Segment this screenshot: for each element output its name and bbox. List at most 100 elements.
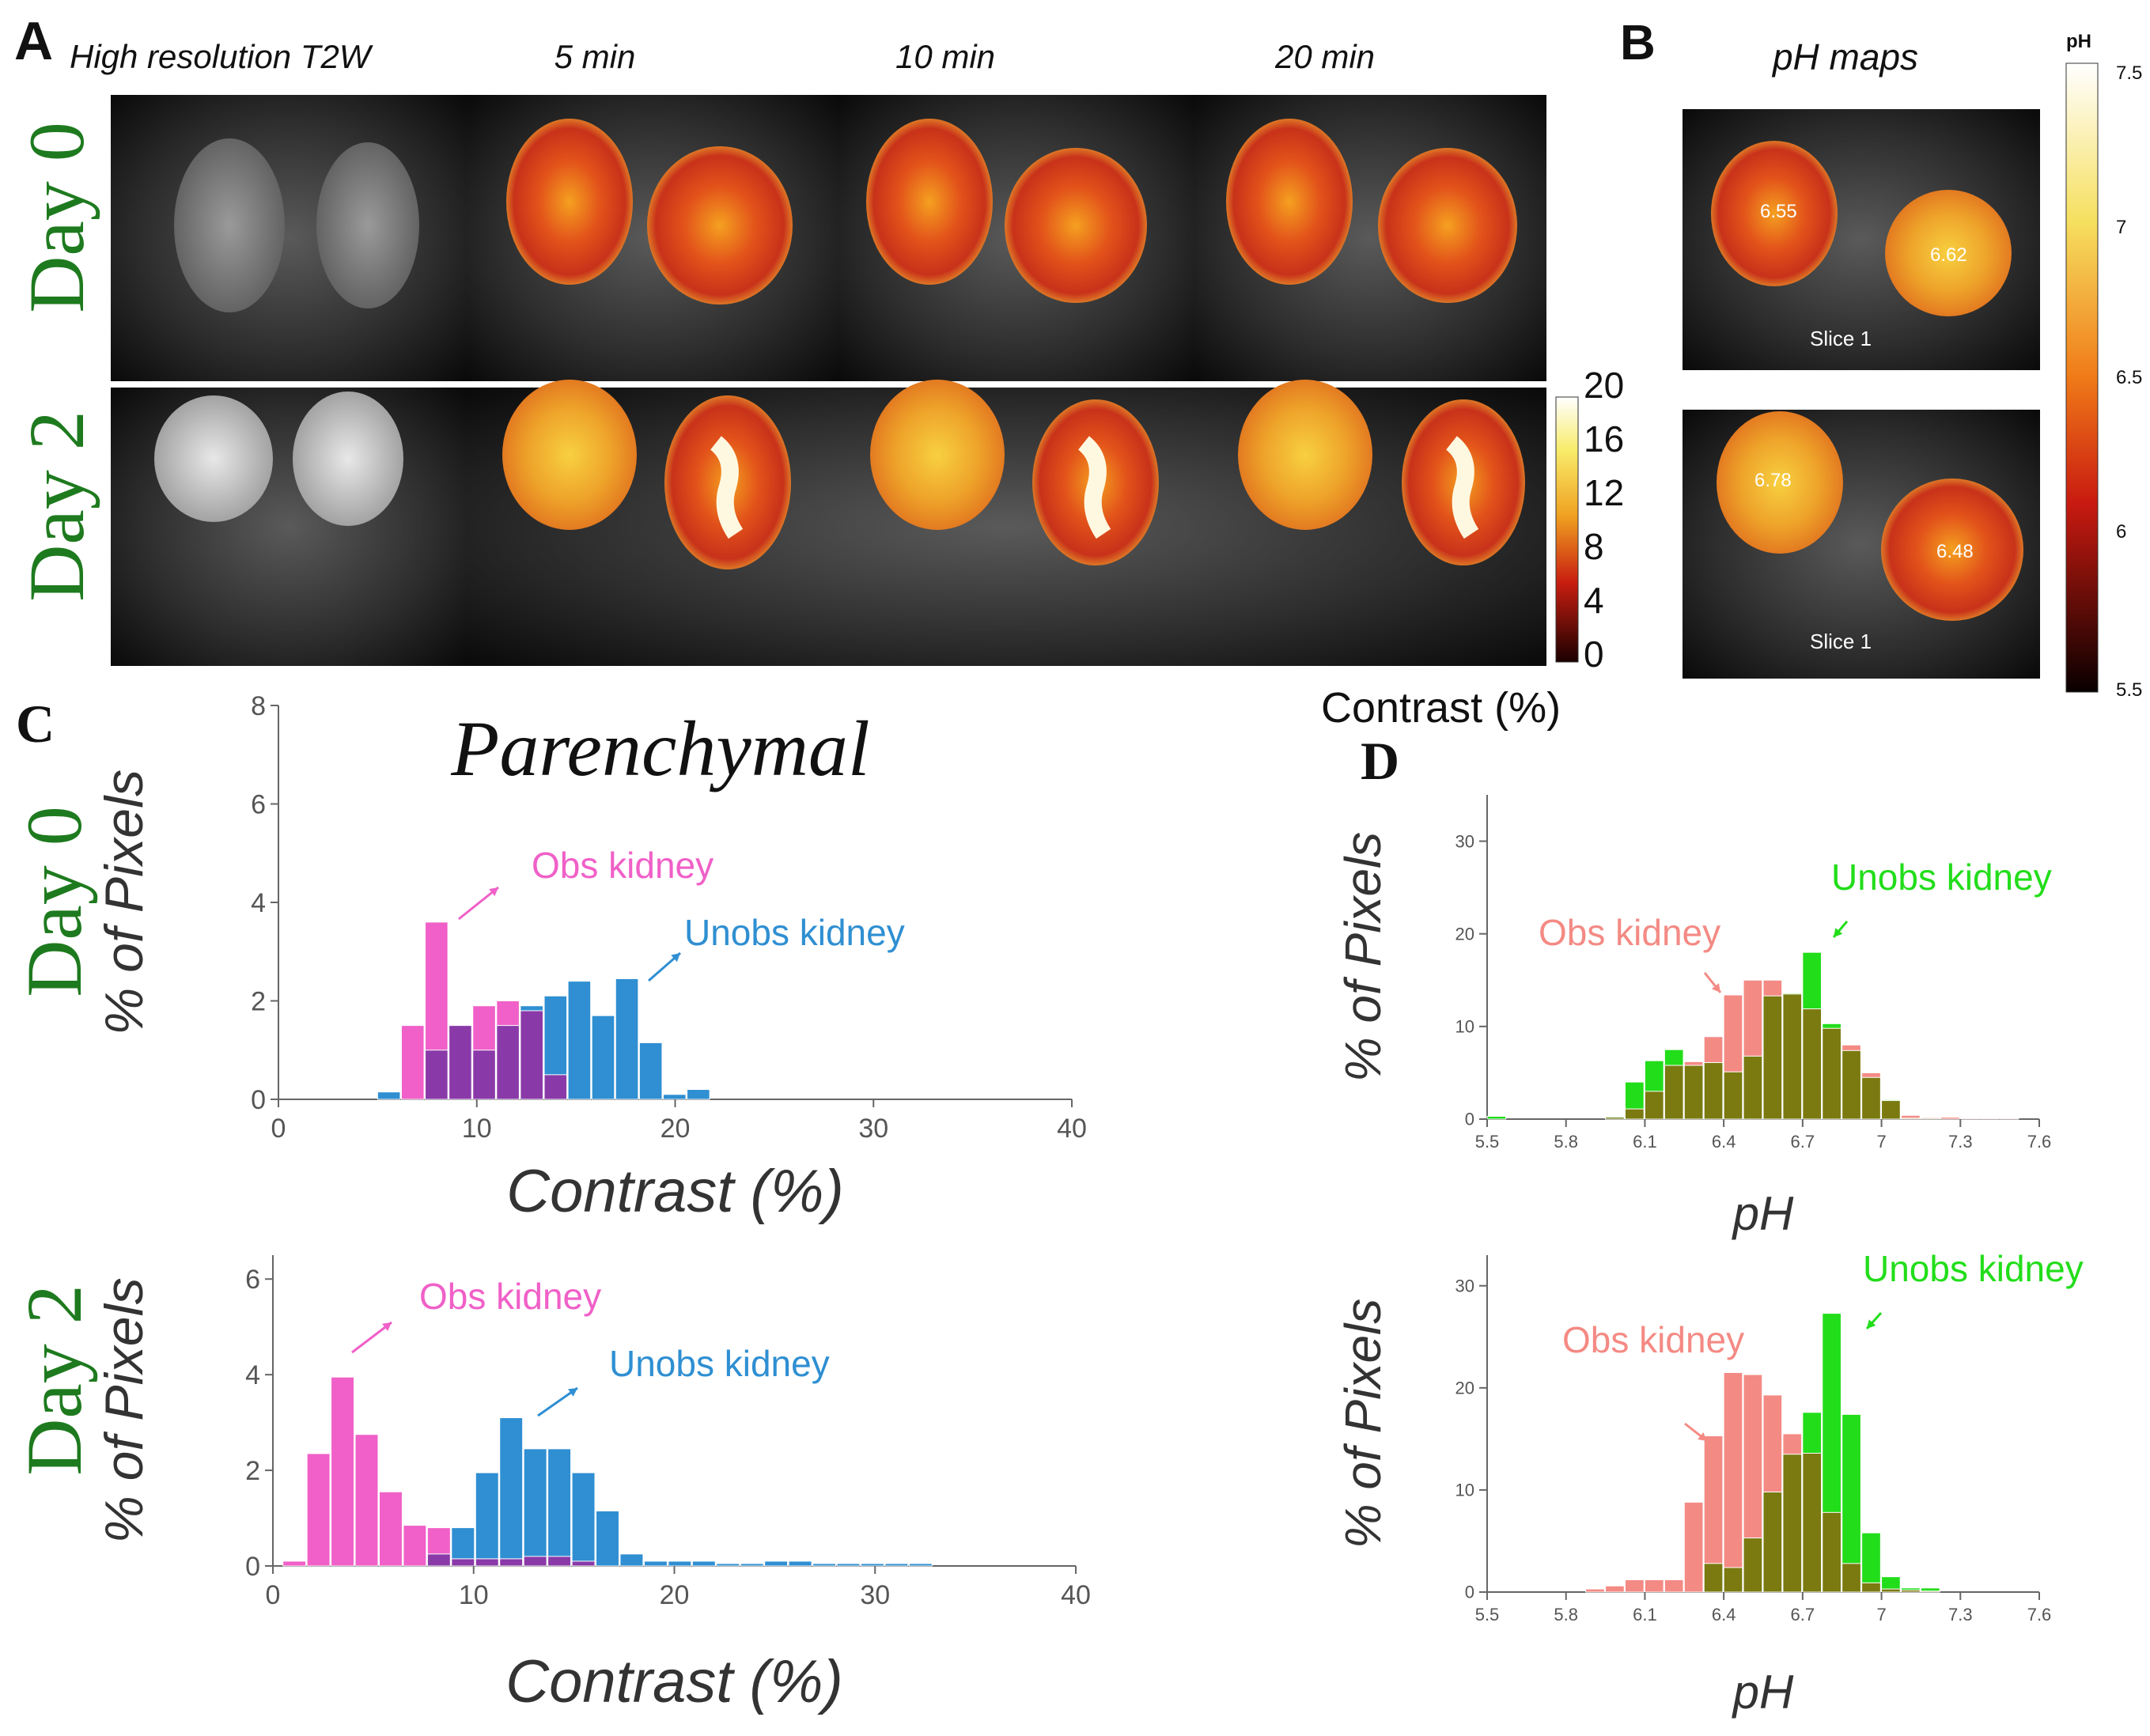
bar-overlap <box>1723 1071 1743 1120</box>
bar-unobs-kidney <box>475 1472 499 1567</box>
t2w-kidney-right <box>293 391 403 526</box>
bar-overlap <box>1861 1076 1881 1120</box>
y-tick-label: 2 <box>245 1456 260 1486</box>
bar-overlap <box>499 1558 524 1567</box>
histogram-ph-day0: 5.5 5.8 6.1 6.4 6.7 7 7.3 7.6 0 10 20 30 pH % of Pixe… <box>1334 795 2052 1240</box>
bar-overlap <box>1861 1582 1881 1593</box>
bar-unobs-kidney <box>740 1563 764 1567</box>
bar-obs-kidney <box>1605 1585 1625 1593</box>
bar-obs-kidney <box>331 1376 355 1567</box>
panel-b-letter: B <box>1620 16 1656 70</box>
annotation-obs-kidney: Obs kidney <box>532 845 714 886</box>
ph-map-slice-1: 6.55 6.62 Slice 1 <box>1683 109 2040 370</box>
annotation-arrow <box>458 886 499 921</box>
panel-d-letter: D <box>1361 731 1399 791</box>
x-tick-label: 30 <box>858 1114 888 1144</box>
slice-label: Slice 1 <box>1810 327 1872 350</box>
x-axis-label: Contrast (%) <box>506 1158 844 1225</box>
bar-overlap <box>1743 1055 1763 1120</box>
contrast-map-kidney <box>866 119 993 285</box>
x-tick-label: 20 <box>661 1114 691 1144</box>
bar-unobs-kidney <box>643 1560 668 1567</box>
bar-unobs-kidney <box>668 1560 692 1567</box>
annotation-arrowhead <box>1711 983 1720 993</box>
bar-overlap <box>425 1050 449 1100</box>
ph-value: 6.48 <box>1936 541 1974 562</box>
bar-unobs-kidney <box>615 978 639 1100</box>
bar-obs-kidney <box>400 1025 425 1100</box>
bar-obs-kidney <box>1959 1118 1980 1120</box>
bar-overlap <box>1683 1065 1704 1120</box>
col-header-5min: 5 min <box>555 38 636 75</box>
bar-obs-kidney <box>1664 1579 1684 1593</box>
x-tick-label: 7.3 <box>1948 1132 1973 1152</box>
bar-overlap <box>1901 1118 1921 1120</box>
bar-obs-kidney <box>1723 1371 1743 1593</box>
bar-unobs-kidney <box>523 1448 547 1567</box>
bar-overlap <box>1743 1537 1763 1593</box>
bar-unobs-kidney <box>691 1560 716 1567</box>
bar-overlap <box>1703 1563 1724 1593</box>
bar-unobs-kidney <box>1486 1115 1507 1120</box>
ph-colorbar-title: pH <box>2066 31 2091 52</box>
contrast-map-kidney <box>506 119 633 285</box>
bar-overlap <box>1782 1454 1803 1593</box>
bar-overlap <box>1901 1589 1921 1593</box>
x-tick-label: 0 <box>266 1580 281 1610</box>
contrast-map-kidney <box>1226 119 1353 285</box>
x-tick-label: 6.7 <box>1791 1132 1815 1152</box>
x-tick-label: 6.4 <box>1712 1605 1736 1624</box>
bar-obs-kidney <box>1940 1117 1960 1120</box>
x-tick-label: 10 <box>462 1114 492 1144</box>
bar-overlap <box>1762 995 1783 1120</box>
panel-b-title: pH maps <box>1771 36 1918 78</box>
annotation-unobs-kidney: Unobs kidney <box>1863 1248 2084 1289</box>
bar-unobs-kidney <box>596 1510 619 1567</box>
bar-overlap <box>523 1556 547 1567</box>
x-tick-label: 7 <box>1876 1605 1886 1624</box>
ph-value: 6.55 <box>1760 201 1797 222</box>
bar-overlap <box>1644 1091 1664 1120</box>
bar-overlap <box>1920 1590 1940 1593</box>
bar-overlap <box>472 1050 496 1100</box>
x-tick-label: 10 <box>459 1580 489 1610</box>
bar-overlap <box>1762 1491 1783 1593</box>
y-tick-label: 20 <box>1455 924 1474 944</box>
bar-unobs-kidney <box>836 1563 861 1567</box>
colorbar-tick: 20 <box>1584 365 1624 406</box>
bar-unobs-kidney <box>812 1563 837 1567</box>
panel-c-title: Parenchymal <box>450 705 869 792</box>
bar-obs-kidney <box>306 1453 331 1567</box>
bar-overlap <box>1703 1062 1724 1120</box>
x-tick-label: 7.6 <box>2027 1132 2052 1152</box>
x-axis-label: Contrast (%) <box>505 1648 843 1715</box>
bar-overlap <box>1625 1108 1645 1120</box>
colorbar-tick: 0 <box>1584 634 1604 675</box>
t2w-kidney-right <box>316 142 419 308</box>
annotation-arrowhead <box>1867 1319 1876 1329</box>
bar-overlap <box>451 1558 475 1567</box>
y-tick-label: 0 <box>245 1552 260 1582</box>
contrast-map-kidney <box>1378 148 1517 303</box>
bar-overlap <box>571 1560 596 1567</box>
y-axis-label: % of Pixels <box>1334 832 1391 1083</box>
bar-overlap <box>547 1556 572 1567</box>
x-tick-label: 20 <box>660 1580 690 1610</box>
bar-unobs-kidney <box>716 1563 740 1567</box>
bar-unobs-kidney <box>638 1042 663 1100</box>
y-axis-label: % of Pixels <box>94 1277 154 1543</box>
x-tick-label: 7 <box>1876 1132 1886 1152</box>
row-label-day0: Day 0 <box>13 122 100 313</box>
annotation-arrowhead <box>489 887 498 897</box>
bar-unobs-kidney <box>571 1472 596 1567</box>
x-tick-label: 6.1 <box>1633 1605 1657 1624</box>
x-tick-label: 0 <box>271 1114 286 1144</box>
bar-unobs-kidney <box>499 1417 524 1567</box>
annotation-unobs-kidney: Unobs kidney <box>1831 857 2052 898</box>
y-tick-label: 4 <box>251 888 266 918</box>
annotation-obs-kidney: Obs kidney <box>1562 1319 1744 1360</box>
colorbar-tick: 8 <box>1584 526 1604 567</box>
annotation-arrowhead <box>671 953 680 963</box>
ph-map-kidney-left <box>1711 141 1838 286</box>
annotation-arrowhead <box>382 1322 392 1331</box>
